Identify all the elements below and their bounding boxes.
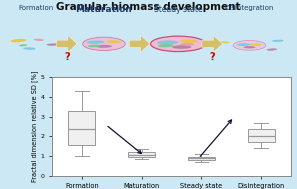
Ellipse shape <box>249 43 261 46</box>
Ellipse shape <box>219 41 229 43</box>
Ellipse shape <box>157 40 178 45</box>
Ellipse shape <box>88 45 100 47</box>
Text: Formation: Formation <box>18 5 53 11</box>
FancyArrow shape <box>202 35 223 52</box>
PathPatch shape <box>248 129 275 142</box>
Ellipse shape <box>96 45 112 48</box>
PathPatch shape <box>188 157 215 160</box>
Ellipse shape <box>180 43 194 46</box>
Ellipse shape <box>107 40 121 43</box>
Ellipse shape <box>237 43 250 46</box>
Ellipse shape <box>233 40 266 50</box>
Ellipse shape <box>266 48 277 51</box>
Ellipse shape <box>272 40 284 42</box>
Ellipse shape <box>180 39 198 43</box>
PathPatch shape <box>68 111 95 145</box>
Ellipse shape <box>244 46 255 48</box>
Text: ?: ? <box>64 52 69 62</box>
Ellipse shape <box>34 39 44 41</box>
Text: Granular biomass development: Granular biomass development <box>56 2 241 12</box>
Text: Steady state: Steady state <box>154 5 203 14</box>
Text: Maturation: Maturation <box>75 5 132 14</box>
Ellipse shape <box>23 47 35 50</box>
Ellipse shape <box>87 40 105 44</box>
Ellipse shape <box>151 36 206 52</box>
Ellipse shape <box>172 45 192 49</box>
Ellipse shape <box>158 44 173 47</box>
Text: ?: ? <box>210 52 215 62</box>
Ellipse shape <box>83 37 125 50</box>
Text: Disintegration: Disintegration <box>225 5 274 11</box>
Ellipse shape <box>10 39 26 42</box>
PathPatch shape <box>128 152 155 157</box>
Y-axis label: Fractal dimension relative SD [%]: Fractal dimension relative SD [%] <box>31 71 38 182</box>
FancyArrow shape <box>56 35 77 52</box>
Ellipse shape <box>47 43 59 46</box>
FancyArrow shape <box>129 35 150 52</box>
Ellipse shape <box>19 44 27 46</box>
